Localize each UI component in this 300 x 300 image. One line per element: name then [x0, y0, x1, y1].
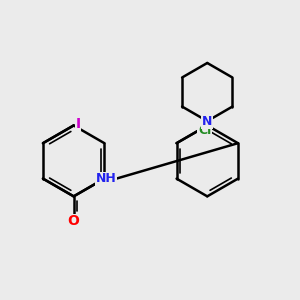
Text: NH: NH — [96, 172, 116, 185]
Text: N: N — [202, 115, 212, 128]
Text: I: I — [76, 117, 81, 131]
Text: O: O — [68, 214, 80, 228]
Text: Cl: Cl — [198, 124, 211, 137]
